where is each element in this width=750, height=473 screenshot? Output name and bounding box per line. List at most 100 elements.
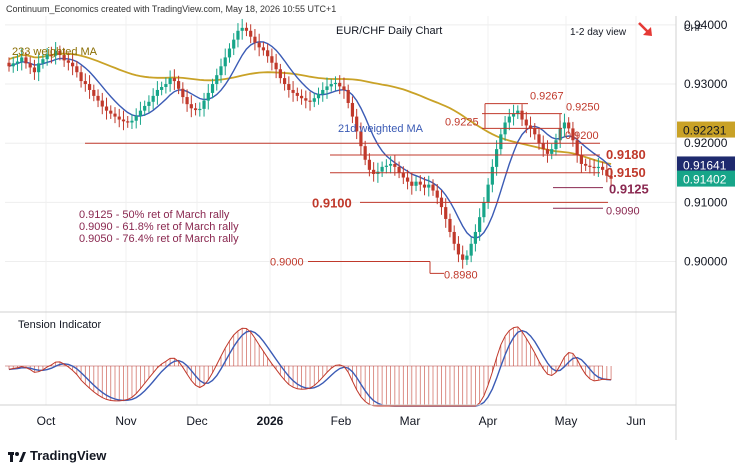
candle-body xyxy=(359,131,363,147)
candle-body xyxy=(164,84,168,87)
x-tick-label: Mar xyxy=(400,414,421,428)
candle-body xyxy=(444,207,448,219)
candle-body xyxy=(274,62,278,70)
down-arrow-icon xyxy=(636,20,656,40)
candle-body xyxy=(49,54,53,56)
ma233-line xyxy=(8,52,612,165)
candle-body xyxy=(236,30,240,40)
candle-body xyxy=(393,163,397,167)
candle-body xyxy=(121,119,126,122)
candle-body xyxy=(126,121,130,123)
candle-body xyxy=(541,143,545,150)
candle-body xyxy=(350,102,355,117)
tension-panel: Tension Indicator xyxy=(5,319,612,407)
candle-body xyxy=(435,190,439,198)
candle-body xyxy=(253,36,257,43)
candle-body xyxy=(596,166,600,169)
candle-body xyxy=(270,56,274,63)
level-label: 0.9090 xyxy=(606,205,640,217)
candle-body xyxy=(172,78,176,82)
currency-label: CHF xyxy=(684,23,703,33)
candle-body xyxy=(384,165,388,167)
candle-body xyxy=(181,88,185,98)
candle-body xyxy=(244,27,249,31)
y-tick-label: 0.94000 xyxy=(684,18,728,32)
candle-body xyxy=(575,140,579,156)
candle-body xyxy=(567,122,571,129)
candle-body xyxy=(138,110,143,116)
candle-body xyxy=(206,92,210,101)
candle-body xyxy=(11,63,15,67)
candle-body xyxy=(355,116,359,132)
candle-body xyxy=(54,50,58,56)
candle-body xyxy=(520,110,524,120)
candle-body xyxy=(202,100,206,109)
tradingview-logo: TradingView xyxy=(8,448,106,463)
candle-body xyxy=(37,63,41,73)
candle-body xyxy=(278,69,282,79)
candle-body xyxy=(554,140,558,150)
candle-body xyxy=(427,184,431,188)
candle-body xyxy=(524,119,528,126)
candle-body xyxy=(533,128,537,135)
candle-body xyxy=(45,54,49,60)
level-label: 0.9150 xyxy=(606,165,646,180)
candle-body xyxy=(189,104,193,109)
brand-text: TradingView xyxy=(30,448,107,463)
candle-body xyxy=(579,155,583,164)
candle-body xyxy=(537,134,541,144)
level-label: 0.9000 xyxy=(270,257,304,269)
candle-body xyxy=(168,78,172,85)
candle-body xyxy=(104,106,109,111)
candle-body xyxy=(32,67,37,73)
candle-body xyxy=(338,82,342,87)
candle-body xyxy=(58,50,62,56)
candle-body xyxy=(461,254,465,260)
candle-body xyxy=(177,81,181,89)
candle-body xyxy=(155,89,159,96)
candle-body xyxy=(100,100,104,107)
candle-body xyxy=(304,98,308,101)
candle-body xyxy=(321,89,325,95)
candle-body xyxy=(448,218,452,232)
candle-body xyxy=(316,94,321,99)
candle-body xyxy=(130,120,134,123)
x-tick-label: Dec xyxy=(186,414,207,428)
x-tick-label: Apr xyxy=(479,414,498,428)
candle-body xyxy=(92,89,96,96)
candle-body xyxy=(134,115,138,121)
candle-body xyxy=(363,146,367,160)
candle-body xyxy=(227,48,232,58)
candle-body xyxy=(295,92,299,96)
candle-body xyxy=(367,159,371,170)
candle-body xyxy=(28,63,32,68)
x-tick-label: Oct xyxy=(37,414,56,428)
candle-body xyxy=(550,149,554,154)
candle-body xyxy=(71,62,75,67)
chart-title: EUR/CHF Daily Chart xyxy=(336,25,443,37)
candle-body xyxy=(329,84,333,87)
candle-body xyxy=(325,86,329,90)
candle-body xyxy=(308,100,312,102)
candle-body xyxy=(24,57,28,64)
candle-body xyxy=(215,75,219,85)
candle-body xyxy=(372,169,376,174)
candle-body xyxy=(452,231,456,244)
y-tick-label: 0.91000 xyxy=(684,195,728,209)
candle-body xyxy=(562,122,567,129)
candle-body xyxy=(66,60,70,63)
credit-text: Continuum_Economics created with Trading… xyxy=(6,4,337,14)
candle-body xyxy=(507,116,511,123)
y-tick-label: 0.92000 xyxy=(684,136,728,150)
level-label: 0.9100 xyxy=(312,195,352,210)
candle-body xyxy=(193,108,198,111)
price-badge-label: 0.92231 xyxy=(683,124,727,138)
retracement-note: 0.9125 - 50% ret of March rally xyxy=(79,209,230,221)
candle-body xyxy=(405,177,410,182)
x-tick-label: May xyxy=(555,414,578,428)
candle-body xyxy=(109,110,113,114)
ma21-path xyxy=(8,41,612,239)
candle-body xyxy=(473,231,477,244)
level-label: 0.9267 xyxy=(530,91,564,103)
price-badge-label: 0.91402 xyxy=(683,173,727,187)
